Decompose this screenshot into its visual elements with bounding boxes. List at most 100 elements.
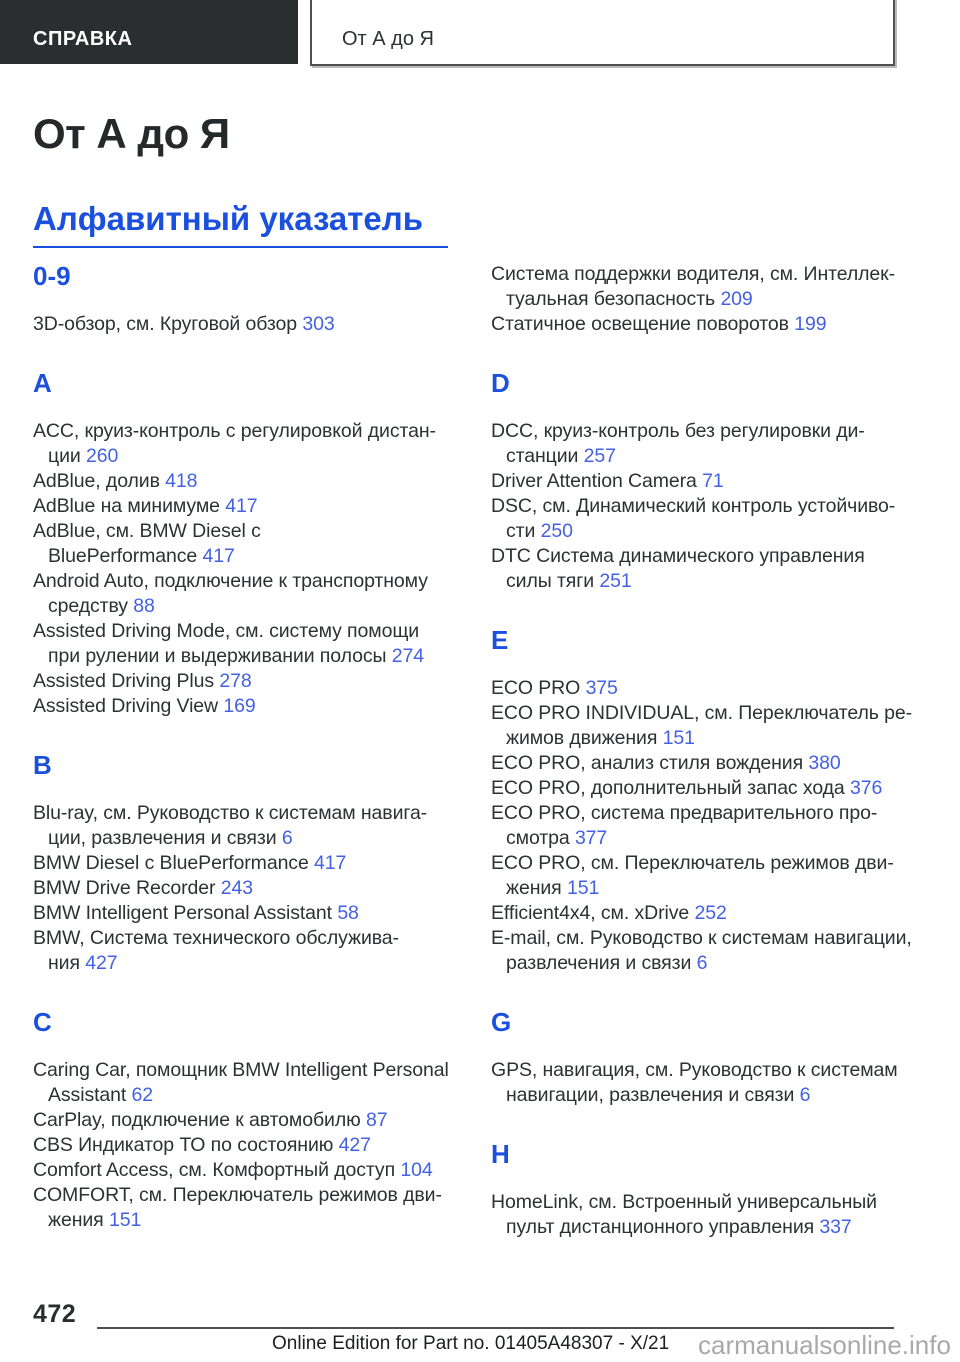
entry-line: Assistant 62 xyxy=(48,1084,154,1106)
page-ref-link[interactable]: 303 xyxy=(302,313,335,335)
entry-line: AdBlue на минимуме 417 xyxy=(33,495,258,517)
page-ref-link[interactable]: 62 xyxy=(131,1084,154,1106)
page-ref-link[interactable]: 257 xyxy=(583,445,616,467)
page-ref-link[interactable]: 243 xyxy=(220,877,253,899)
page-ref-link[interactable]: 6 xyxy=(281,827,293,849)
entry-line: DSC, см. Динамический контроль устойчиво… xyxy=(491,495,896,517)
index-entry: AdBlue, долив 418 xyxy=(33,469,469,494)
entry-group: Система поддержки водителя, см. Интеллек… xyxy=(491,262,927,337)
page-ref-link[interactable]: 278 xyxy=(219,670,252,692)
letter-heading-c: C xyxy=(33,1007,52,1037)
index-entry: DCC, круиз-контроль без регулировки ди-с… xyxy=(491,419,927,469)
entry-line: Efficient4x4, см. xDrive 252 xyxy=(491,902,727,924)
index-entry: Comfort Access, см. Комфортный доступ 10… xyxy=(33,1158,469,1183)
index-entry: BMW Intelligent Personal Assistant 58 xyxy=(33,901,469,926)
entry-line: ECO PRO 375 xyxy=(491,677,618,699)
page-ref-link[interactable]: 6 xyxy=(696,952,708,974)
page-ref-link[interactable]: 260 xyxy=(85,445,119,467)
entry-line: Blu-ray, см. Руководство к системам нави… xyxy=(33,802,428,824)
page-ref-link[interactable]: 427 xyxy=(338,1134,371,1156)
index-entry: Caring Car, помощник BMW Intelligent Per… xyxy=(33,1058,469,1108)
page-title: От А до Я xyxy=(33,110,230,157)
chapter-tab: СПРАВКА xyxy=(0,0,298,64)
index-heading: Алфавитный указатель xyxy=(33,201,448,248)
entry-line: Статичное освещение поворотов 199 xyxy=(491,313,827,335)
index-entry: Assisted Driving Mode, см. систему помощ… xyxy=(33,619,469,669)
footer-edition-note: Online Edition for Part no. 01405A48307 … xyxy=(272,1333,670,1354)
entry-line: DCC, круиз-контроль без регулировки ди- xyxy=(491,420,865,442)
letter-heading-g: G xyxy=(491,1007,512,1037)
page-ref-link[interactable]: 87 xyxy=(365,1109,388,1131)
page-ref-link[interactable]: 58 xyxy=(337,902,359,924)
page-ref-link[interactable]: 71 xyxy=(702,470,724,492)
page-ref-link[interactable]: 209 xyxy=(720,288,753,310)
page-ref-link[interactable]: 274 xyxy=(391,645,424,667)
index-entry: ECO PRO INDIVIDUAL, см. Переключатель ре… xyxy=(491,701,927,751)
page-ref-link[interactable]: 252 xyxy=(694,902,727,924)
index-entry: AdBlue на минимуме 417 xyxy=(33,494,469,519)
page-ref-link[interactable]: 418 xyxy=(165,470,198,492)
entry-group: GPS, навигация, см. Руководство к систем… xyxy=(491,1058,927,1108)
entry-line: ции 260 xyxy=(48,445,119,467)
entry-line: 3D-обзор, см. Круговой обзор 303 xyxy=(33,313,335,335)
index-entry: BMW Drive Recorder 243 xyxy=(33,876,469,901)
page-ref-link[interactable]: 151 xyxy=(662,727,695,749)
page-ref-link[interactable]: 380 xyxy=(808,752,841,774)
index-columns: 0-9 3D-обзор, см. Круговой обзор 303 A ACC,… xyxy=(33,262,927,1240)
page-ref-link[interactable]: 88 xyxy=(133,595,155,617)
entry-line: станции 257 xyxy=(506,445,616,467)
page-ref-link[interactable]: 337 xyxy=(819,1216,852,1238)
entry-line: Assisted Driving Mode, см. систему помощ… xyxy=(33,620,420,642)
footer-rule xyxy=(97,1327,894,1329)
letter-heading-a: A xyxy=(33,368,52,398)
page-ref-link[interactable]: 104 xyxy=(400,1159,433,1181)
entry-line: ECO PRO, дополнительный запас хода 376 xyxy=(491,777,883,799)
page-ref-link[interactable]: 251 xyxy=(599,570,632,592)
entry-line: ECO PRO, система предварительного про- xyxy=(491,802,878,824)
page-ref-link[interactable]: 199 xyxy=(794,313,827,335)
index-entry: Assisted Driving Plus 278 xyxy=(33,669,469,694)
index-entry: E-mail, см. Руководство к системам навиг… xyxy=(491,926,927,976)
page-ref-link[interactable]: 427 xyxy=(85,952,118,974)
entry-line: BluePerformance 417 xyxy=(48,545,235,567)
page-ref-link[interactable]: 375 xyxy=(585,677,618,699)
entry-line: COMFORT, см. Переключатель режимов дви- xyxy=(33,1184,442,1206)
index-entry: 3D-обзор, см. Круговой обзор 303 xyxy=(33,312,469,337)
index-entry: BMW, Система технического обслужива-ния … xyxy=(33,926,469,976)
entry-line: CBS Индикатор ТО по состоянию 427 xyxy=(33,1134,371,1156)
index-entry: ACC, круиз-контроль с регулировкой диста… xyxy=(33,419,469,469)
entry-line: жения 151 xyxy=(48,1209,142,1231)
chapter-tab-label: СПРАВКА xyxy=(33,28,133,50)
page-ref-link[interactable]: 151 xyxy=(566,877,600,899)
page-ref-link[interactable]: 417 xyxy=(202,545,235,567)
entry-line: Caring Car, помощник BMW Intelligent Per… xyxy=(33,1059,449,1081)
entry-line: BMW Drive Recorder 243 xyxy=(33,877,253,899)
page-ref-link[interactable]: 6 xyxy=(799,1084,811,1106)
page-ref-link[interactable]: 377 xyxy=(574,827,608,849)
entry-line: ACC, круиз-контроль с регулировкой диста… xyxy=(33,420,436,442)
page-ref-link[interactable]: 151 xyxy=(108,1209,142,1231)
entry-line: Assisted Driving View 169 xyxy=(33,695,256,717)
entry-line: HomeLink, см. Встроенный универсальный xyxy=(491,1191,877,1213)
entry-line: CarPlay, подключение к автомобилю 87 xyxy=(33,1109,388,1131)
entry-group: 3D-обзор, см. Круговой обзор 303 xyxy=(33,312,469,337)
entry-line: сти 250 xyxy=(506,520,573,542)
entry-line: средству 88 xyxy=(48,595,155,617)
entry-line: жения 151 xyxy=(506,877,600,899)
page-ref-link[interactable]: 417 xyxy=(314,852,347,874)
entry-line: GPS, навигация, см. Руководство к систем… xyxy=(491,1059,898,1081)
page-ref-link[interactable]: 376 xyxy=(850,777,883,799)
footer-watermark: carmanualsonline.info xyxy=(698,1330,951,1360)
index-entry: AdBlue, см. BMW Diesel с BluePerformance … xyxy=(33,519,469,569)
entry-group: ACC, круиз-контроль с регулировкой диста… xyxy=(33,419,469,719)
entry-line: навигации, развлечения и связи 6 xyxy=(506,1084,811,1106)
index-entry: Blu-ray, см. Руководство к системам нави… xyxy=(33,801,469,851)
entry-line: ECO PRO INDIVIDUAL, см. Переключатель ре… xyxy=(491,702,913,724)
index-entry: ECO PRO, см. Переключатель режимов дви-ж… xyxy=(491,851,927,901)
entry-line: AdBlue, см. BMW Diesel с xyxy=(33,520,261,542)
page-ref-link[interactable]: 250 xyxy=(540,520,573,542)
page-ref-link[interactable]: 169 xyxy=(223,695,256,717)
page-ref-link[interactable]: 417 xyxy=(225,495,258,517)
index-entry: Android Auto, подключение к транспортном… xyxy=(33,569,469,619)
index-entry: COMFORT, см. Переключатель режимов дви-ж… xyxy=(33,1183,469,1233)
